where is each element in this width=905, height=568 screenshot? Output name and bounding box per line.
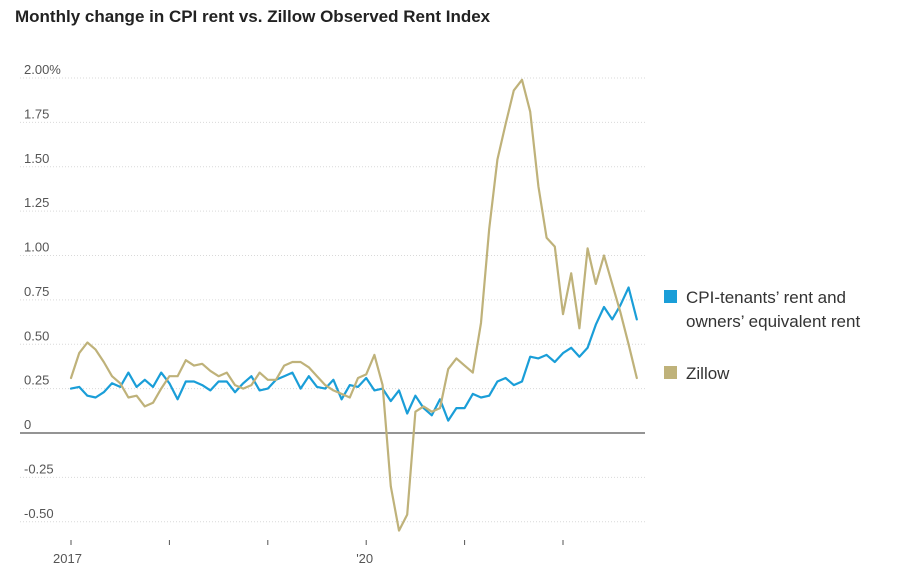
- y-tick-label: -0.50: [24, 506, 54, 521]
- y-tick-label: -0.25: [24, 461, 54, 476]
- legend-swatch-cpi: [664, 290, 677, 303]
- legend-swatch-zillow: [664, 366, 677, 379]
- y-tick-label: 0.25: [24, 373, 49, 388]
- y-tick-label: 2.00%: [24, 62, 61, 77]
- y-tick-label: 0.75: [24, 284, 49, 299]
- x-tick-label: 2017: [53, 551, 82, 566]
- legend-label-zillow: Zillow: [686, 364, 730, 383]
- y-tick-label: 1.00: [24, 240, 49, 255]
- legend-label-cpi: owners’ equivalent rent: [686, 312, 860, 331]
- legend-label-cpi: CPI-tenants’ rent and: [686, 288, 846, 307]
- y-tick-label: 0: [24, 417, 31, 432]
- y-tick-label: 0.50: [24, 328, 49, 343]
- y-tick-label: 1.75: [24, 106, 49, 121]
- y-tick-label: 1.50: [24, 151, 49, 166]
- series-line-cpi: [69, 286, 638, 422]
- x-tick-label: '20: [356, 551, 373, 566]
- series-line-zillow: [69, 78, 638, 532]
- y-tick-label: 1.25: [24, 195, 49, 210]
- chart-title: Monthly change in CPI rent vs. Zillow Ob…: [15, 7, 491, 26]
